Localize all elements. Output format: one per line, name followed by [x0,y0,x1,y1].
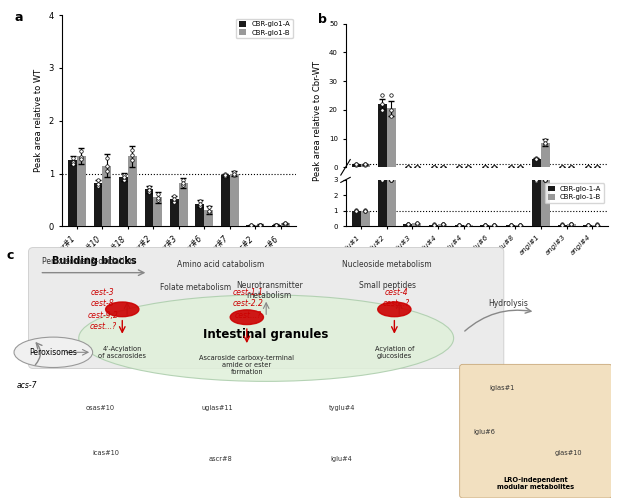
Bar [281,223,290,226]
Text: a: a [15,11,23,24]
Ellipse shape [79,295,453,381]
Text: Hydrolysis: Hydrolysis [488,299,528,308]
Text: Intestinal granules: Intestinal granules [204,328,329,341]
Bar [455,225,464,226]
Bar [558,225,566,226]
FancyBboxPatch shape [28,247,504,369]
Bar [429,225,438,226]
Text: Neurotransmitter
metabolism: Neurotransmitter metabolism [236,281,302,300]
Bar [404,224,412,226]
Text: cest-3
cest-8
cest-9,2
cest...?: cest-3 cest-8 cest-9,2 cest...? [88,288,118,330]
Text: Amino acid catabolism: Amino acid catabolism [177,260,265,269]
Bar [170,199,179,226]
Bar [506,225,515,226]
Text: acs-7: acs-7 [17,381,38,390]
Text: icas#10: icas#10 [93,450,120,456]
Ellipse shape [106,302,139,317]
Text: Peroxisomal β-oxidation: Peroxisomal β-oxidation [43,258,135,267]
Text: 4’-Acylation
of ascarosides: 4’-Acylation of ascarosides [98,346,146,359]
Bar [230,174,239,226]
Text: c: c [6,249,14,262]
Bar [94,183,102,226]
Text: cest-4
cest...?: cest-4 cest...? [383,288,410,308]
Bar [378,180,387,226]
Bar [119,177,128,226]
Text: Building blocks: Building blocks [52,256,136,266]
Bar [387,180,395,226]
Legend: CBR-glo-1-A, CBR-glo-1-B: CBR-glo-1-A, CBR-glo-1-B [545,184,604,203]
Bar [144,190,154,226]
Bar [352,211,361,226]
Bar [566,224,576,226]
Text: Peak area relative to Cbr-WT: Peak area relative to Cbr-WT [313,61,322,181]
Bar [128,156,137,226]
Bar [196,204,204,226]
Bar [583,225,592,226]
Text: iglu#4: iglu#4 [331,456,353,462]
Bar [68,160,77,226]
Bar [592,225,602,226]
Bar [541,180,550,226]
FancyBboxPatch shape [460,364,612,498]
Bar [412,166,421,167]
Text: iglas#1: iglas#1 [489,385,515,391]
Text: Peroxisomes: Peroxisomes [30,348,77,357]
Bar [102,165,112,226]
Bar [272,225,281,226]
Ellipse shape [14,337,93,368]
Text: b: b [318,13,326,26]
Text: osas#10: osas#10 [85,405,115,411]
Text: ascr#8: ascr#8 [209,456,233,462]
Text: uglas#11: uglas#11 [202,405,234,411]
Text: tyglu#4: tyglu#4 [328,405,355,411]
Bar [532,158,541,167]
Text: iglu#6: iglu#6 [473,430,495,436]
Bar [154,197,162,226]
Bar [464,225,473,226]
Bar [378,104,387,167]
Bar [412,223,421,226]
Ellipse shape [378,302,411,317]
Text: Nucleoside metabolism: Nucleoside metabolism [342,260,432,269]
Bar [515,225,524,226]
Bar [204,210,213,226]
Text: Ascaroside carboxy-terminal
amide or ester
formation: Ascaroside carboxy-terminal amide or est… [199,356,294,375]
Bar [246,225,255,226]
Text: Folate metabolism: Folate metabolism [160,283,231,292]
Bar [77,156,86,226]
Bar [387,109,395,167]
Bar [489,225,499,226]
Bar [532,180,541,226]
Bar [541,143,550,167]
Bar [361,164,370,167]
Ellipse shape [230,310,263,324]
Text: LRO-independent
modular metabolites: LRO-independent modular metabolites [497,477,574,490]
Text: Acylation of
glucosides: Acylation of glucosides [375,346,414,359]
Bar [179,183,188,226]
Text: glas#10: glas#10 [555,450,582,456]
Bar [352,164,361,167]
Text: Small peptides: Small peptides [358,281,416,290]
Bar [221,175,230,226]
Bar [481,225,489,226]
Y-axis label: Peak area relative to WT: Peak area relative to WT [34,69,43,173]
Bar [255,225,264,226]
Bar [438,224,447,226]
Legend: CBR-glo1-A, CBR-glo1-B: CBR-glo1-A, CBR-glo1-B [236,19,292,38]
Bar [361,211,370,226]
Text: cest-1.1
cest-2.2
cest...?: cest-1.1 cest-2.2 cest...? [233,288,263,319]
